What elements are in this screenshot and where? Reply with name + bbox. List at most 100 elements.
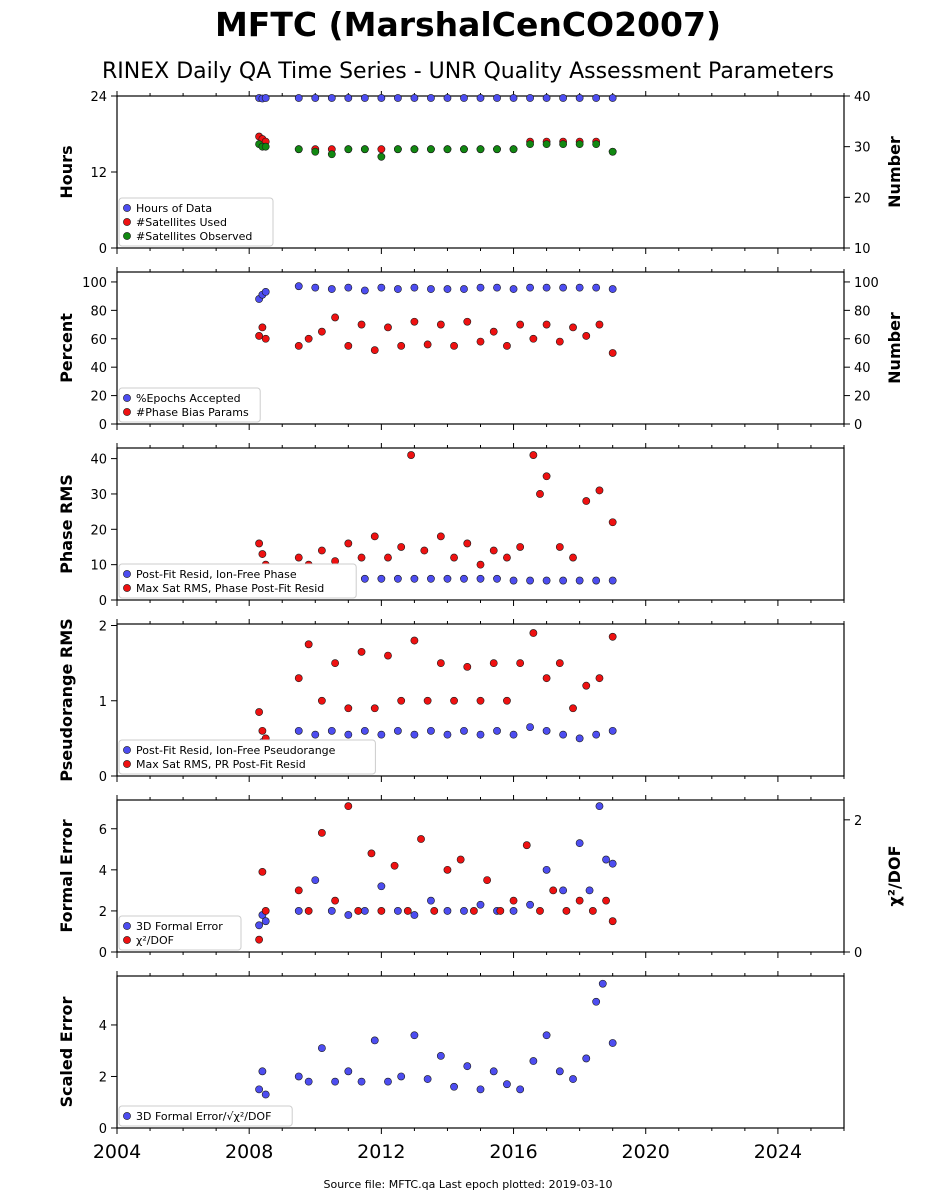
data-point (393, 907, 402, 915)
data-point (509, 907, 518, 915)
legend-label: 3D Formal Error (136, 920, 223, 933)
legend-box (118, 915, 242, 951)
data-point (410, 317, 419, 326)
y-tick-label: 0 (99, 242, 107, 257)
data-point (509, 285, 518, 293)
data-point (410, 145, 419, 154)
x-tick-label: 2008 (225, 1141, 273, 1163)
data-point (542, 472, 551, 481)
data-point (357, 1077, 366, 1086)
data-point (456, 855, 465, 864)
y-tick-label: 10 (90, 559, 107, 574)
data-point (542, 1031, 551, 1040)
data-point (255, 921, 263, 930)
legend-label: Max Sat RMS, Phase Post-Fit Resid (136, 582, 324, 595)
data-point (569, 323, 577, 332)
data-point (255, 1085, 263, 1094)
data-point (327, 726, 336, 735)
y2-tick-label: 2 (854, 814, 862, 829)
legend-box (118, 563, 357, 599)
data-point (410, 911, 419, 919)
panel-2: 0 20 40 60 80 100 0 20 40 60 80 100 Percent Number %Ep… (57, 267, 904, 433)
data-point (370, 1036, 379, 1045)
panel-3: 0 10 20 30 40 Phase RMS Post-Fit Resid, Ion-Fr… (57, 443, 845, 609)
data-point (559, 730, 568, 739)
data-point (294, 94, 303, 102)
data-point (331, 896, 339, 905)
y-tick-label: 60 (90, 333, 107, 348)
data-point (261, 917, 270, 926)
data-point (592, 730, 601, 739)
data-point (403, 907, 412, 915)
data-point (463, 662, 472, 671)
series-2 (255, 802, 617, 944)
data-point (407, 451, 416, 459)
data-point (294, 145, 303, 154)
data-point (569, 553, 577, 562)
data-point (397, 341, 406, 350)
data-point (377, 145, 386, 154)
data-point (526, 140, 534, 149)
y-tick-label: 0 (99, 418, 107, 433)
data-point (503, 696, 511, 705)
data-point (516, 320, 525, 329)
data-point (463, 1062, 472, 1071)
data-point (476, 1085, 485, 1094)
data-point (344, 283, 353, 292)
data-point (331, 659, 339, 668)
data-point (427, 145, 435, 154)
data-point (436, 1051, 445, 1060)
data-point (460, 574, 468, 583)
data-point (360, 726, 369, 735)
data-point (427, 285, 435, 293)
data-point (255, 332, 263, 340)
data-point (443, 907, 452, 915)
data-point (384, 553, 392, 562)
data-point (317, 327, 326, 336)
y-tick-label: 80 (90, 304, 107, 319)
legend-marker (123, 760, 131, 768)
data-point (294, 674, 303, 683)
data-point (476, 94, 485, 102)
data-point (304, 640, 313, 649)
legend-marker (123, 204, 131, 212)
data-point (542, 726, 551, 735)
data-point (436, 532, 445, 541)
y-axis-label: Scaled Error (57, 997, 76, 1108)
data-point (311, 94, 320, 102)
data-point (608, 94, 617, 102)
data-point (294, 1072, 303, 1081)
data-point (427, 726, 435, 735)
data-point (258, 550, 267, 558)
data-point (261, 142, 270, 151)
data-point (542, 865, 551, 874)
y2-tick-label: 60 (854, 333, 871, 348)
data-point (592, 997, 601, 1006)
data-point (410, 636, 419, 645)
data-point (397, 696, 406, 705)
y2-tick-label: 80 (854, 304, 871, 319)
data-point (377, 283, 386, 292)
data-point (516, 1085, 525, 1094)
data-point (377, 882, 386, 891)
data-point (294, 553, 303, 562)
legend: Hours of Data#Satellites Used#Satellites… (118, 197, 274, 247)
data-point (261, 334, 270, 343)
data-point (360, 574, 369, 583)
legend-marker (123, 570, 131, 578)
data-point (585, 886, 594, 895)
legend-marker (123, 1112, 131, 1120)
y2-tick-label: 40 (854, 361, 871, 376)
y2-tick-label: 40 (854, 90, 871, 105)
data-point (427, 94, 435, 102)
data-point (261, 1090, 270, 1099)
data-point (476, 283, 485, 292)
plot-frame (116, 975, 845, 1129)
y2-tick-label: 20 (854, 390, 871, 405)
data-point (390, 861, 399, 870)
data-point (427, 896, 435, 905)
x-tick-label: 2004 (93, 1141, 141, 1163)
data-point (393, 285, 402, 293)
data-point (360, 94, 369, 102)
